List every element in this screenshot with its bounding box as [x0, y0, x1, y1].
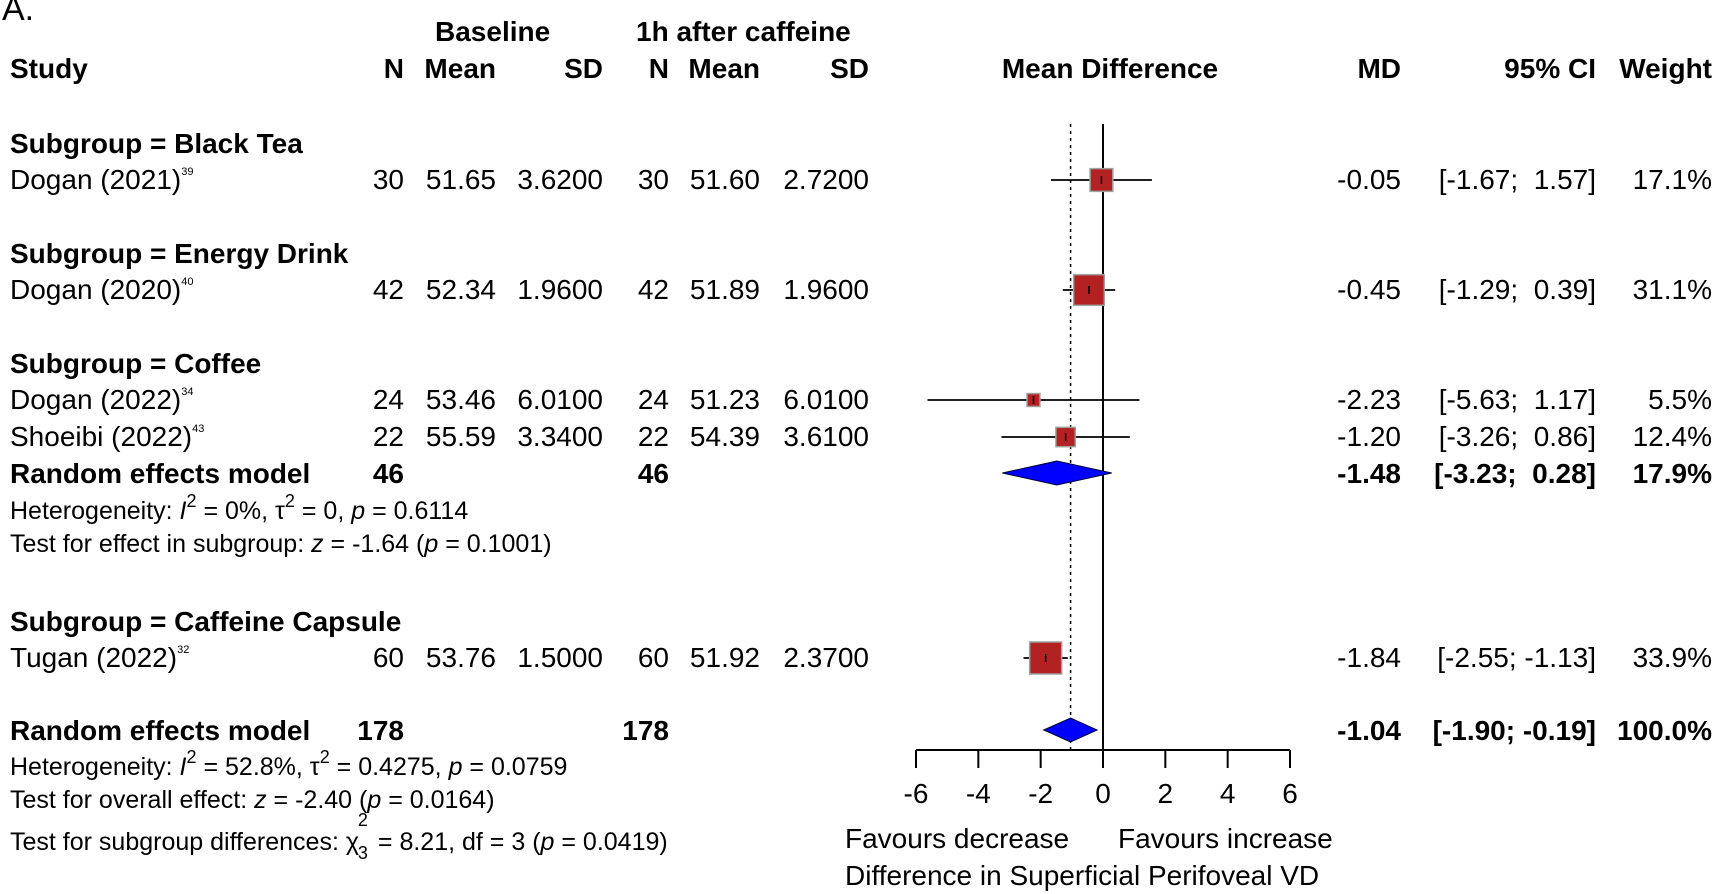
x-tick-label: 4 — [1220, 778, 1236, 809]
sd2-cell: 6.0100 — [783, 384, 869, 415]
ci-cell: [-1.67; 1.57] — [1438, 164, 1596, 195]
sd2-cell: 2.3700 — [783, 642, 869, 673]
sd1-header: SD — [564, 53, 603, 84]
mean2-cell: 51.92 — [689, 642, 760, 673]
n2-header: N — [648, 53, 669, 84]
x-tick-label: 0 — [1095, 778, 1111, 809]
n1-cell: 24 — [372, 384, 404, 415]
ci-cell: [-5.63; 1.17] — [1438, 384, 1596, 415]
baseline-header: Baseline — [435, 16, 551, 47]
mean1-header: Mean — [424, 53, 496, 84]
pooled-n1: 46 — [372, 458, 404, 489]
md-cell: -2.23 — [1337, 384, 1401, 415]
ci-cell: [-3.26; 0.86] — [1438, 421, 1596, 452]
x-tick-label: -2 — [1028, 778, 1053, 809]
weight-cell: 17.1% — [1632, 164, 1712, 195]
md-cell: -1.20 — [1337, 421, 1401, 452]
overall-ci: [-1.90; -0.19] — [1432, 715, 1596, 746]
pooled-ci: [-3.23; 0.28] — [1434, 458, 1596, 489]
pooled-md: -1.48 — [1337, 458, 1401, 489]
subgroup-label: Subgroup = Caffeine Capsule — [10, 606, 402, 637]
pooled-diamond — [1042, 717, 1099, 743]
weight-cell: 31.1% — [1632, 274, 1712, 305]
favours-right-label: Favours increase — [1118, 823, 1333, 854]
ci-header: 95% CI — [1504, 53, 1596, 84]
md-header: MD — [1357, 53, 1401, 84]
n2-cell: 30 — [637, 164, 669, 195]
n2-cell: 42 — [637, 274, 669, 305]
sd1-cell: 6.0100 — [517, 384, 603, 415]
pooled-weight: 17.9% — [1632, 458, 1712, 489]
subgroup-label: Subgroup = Energy Drink — [10, 238, 349, 269]
x-tick-label: 2 — [1158, 778, 1174, 809]
study-name: Tugan (2022)32 — [10, 642, 190, 673]
x-tick-label: 6 — [1282, 778, 1298, 809]
mean1-cell: 55.59 — [425, 421, 496, 452]
study-name: Dogan (2021)39 — [10, 164, 194, 195]
mean2-cell: 51.23 — [689, 384, 760, 415]
n2-cell: 60 — [637, 642, 669, 673]
mean2-cell: 51.60 — [689, 164, 760, 195]
mean1-cell: 52.34 — [425, 274, 496, 305]
md-cell: -0.45 — [1337, 274, 1401, 305]
mean1-cell: 53.76 — [425, 642, 496, 673]
n2-cell: 22 — [637, 421, 669, 452]
overall-heterogeneity: Heterogeneity: I2 = 52.8%, τ2 = 0.4275, … — [10, 747, 568, 781]
x-axis-label: Difference in Superficial Perifoveal VD — [845, 860, 1320, 891]
mean1-cell: 53.46 — [425, 384, 496, 415]
n1-cell: 22 — [372, 421, 404, 452]
sd1-cell: 1.5000 — [517, 642, 603, 673]
overall-effect-test: Test for overall effect: z = -2.40 (p = … — [10, 786, 495, 814]
weight-cell: 5.5% — [1648, 384, 1712, 415]
sd2-header: SD — [830, 53, 869, 84]
favours-left-label: Favours decrease — [845, 823, 1070, 854]
sd1-cell: 3.3400 — [517, 421, 603, 452]
ci-cell: [-1.29; 0.39] — [1438, 274, 1596, 305]
md-cell: -1.84 — [1337, 642, 1401, 673]
study-header: Study — [10, 53, 88, 84]
x-tick-label: -4 — [966, 778, 991, 809]
subgroup-effect-test: Test for effect in subgroup: z = -1.64 (… — [10, 530, 552, 558]
x-tick-label: -6 — [904, 778, 929, 809]
n1-cell: 60 — [372, 642, 404, 673]
sd2-cell: 3.6100 — [783, 421, 869, 452]
weight-header: Weight — [1619, 53, 1712, 84]
overall-n1: 178 — [357, 715, 404, 746]
plot-header: Mean Difference — [1001, 53, 1219, 84]
mean2-cell: 51.89 — [689, 274, 760, 305]
subgroup-label: Subgroup = Coffee — [10, 348, 262, 379]
pooled-label: Random effects model — [10, 458, 311, 489]
md-cell: -0.05 — [1337, 164, 1401, 195]
sd2-cell: 2.7200 — [783, 164, 869, 195]
mean1-cell: 51.65 — [425, 164, 496, 195]
mean2-header: Mean — [688, 53, 760, 84]
after-caffeine-header: 1h after caffeine — [636, 16, 851, 47]
n1-cell: 30 — [372, 164, 404, 195]
subgroup-heterogeneity: Heterogeneity: I2 = 0%, τ2 = 0, p = 0.61… — [10, 491, 469, 525]
overall-label: Random effects model — [10, 715, 311, 746]
overall-n2: 178 — [622, 715, 669, 746]
weight-cell: 33.9% — [1632, 642, 1712, 673]
n1-header: N — [383, 53, 404, 84]
sd2-cell: 1.9600 — [783, 274, 869, 305]
overall-weight: 100.0% — [1617, 715, 1712, 746]
study-name: Shoeibi (2022)43 — [10, 421, 205, 452]
mean2-cell: 54.39 — [689, 421, 760, 452]
ci-cell: [-2.55; -1.13] — [1437, 642, 1596, 673]
n1-cell: 42 — [372, 274, 404, 305]
n2-cell: 24 — [637, 384, 669, 415]
sd1-cell: 3.6200 — [517, 164, 603, 195]
overall-md: -1.04 — [1337, 715, 1401, 746]
subgroup-label: Subgroup = Black Tea — [10, 128, 303, 159]
pooled-diamond — [1002, 460, 1112, 486]
panel-label: A. — [2, 0, 35, 28]
study-name: Dogan (2020)40 — [10, 274, 194, 305]
study-name: Dogan (2022)34 — [10, 384, 194, 415]
pooled-n2: 46 — [637, 458, 669, 489]
sd1-cell: 1.9600 — [517, 274, 603, 305]
weight-cell: 12.4% — [1632, 421, 1712, 452]
